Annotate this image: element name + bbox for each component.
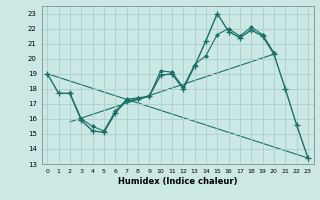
X-axis label: Humidex (Indice chaleur): Humidex (Indice chaleur) xyxy=(118,177,237,186)
